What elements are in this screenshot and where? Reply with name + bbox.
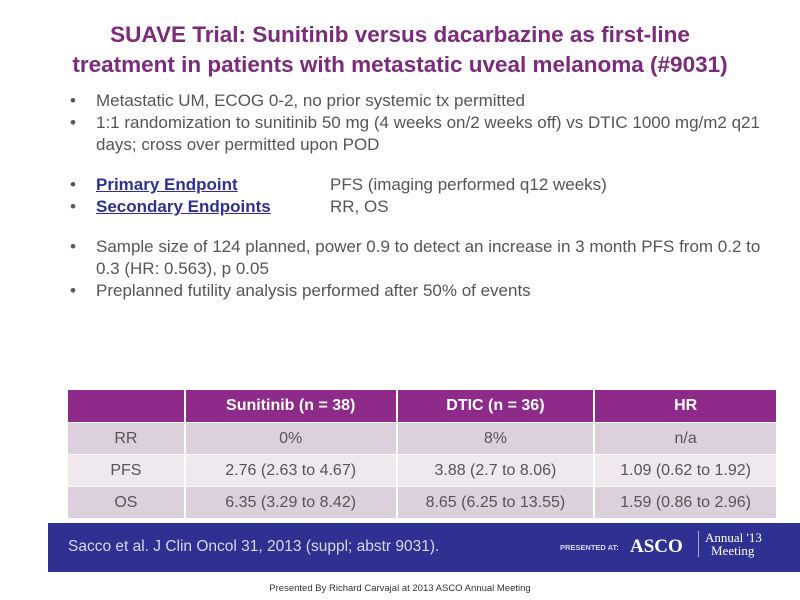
cell: 8.65 (6.25 to 13.55) [396, 486, 596, 518]
bullet-primary-endpoint: Primary Endpoint PFS (imaging performed q… [68, 174, 788, 196]
table-header: Sunitinib (n = 38) DTIC (n = 36) HR [68, 390, 778, 423]
bullet-secondary-endpoints: Secondary Endpoints RR, OS [68, 196, 788, 218]
header-cell: Sunitinib (n = 38) [184, 390, 398, 423]
bullet: Sample size of 124 planned, power 0.9 to… [68, 236, 788, 280]
cell: 1.09 (0.62 to 1.92) [594, 454, 778, 487]
slide-title: SUAVE Trial: Sunitinib versus dacarbazin… [0, 20, 800, 80]
cell: 2.76 (2.63 to 4.67) [184, 454, 398, 487]
bullet: 1:1 randomization to sunitinib 50 mg (4 … [68, 112, 788, 156]
bullet: Metastatic UM, ECOG 0-2, no prior system… [68, 90, 788, 112]
cell: OS [68, 486, 186, 518]
cell: 3.88 (2.7 to 8.06) [396, 454, 596, 487]
cell: n/a [594, 422, 778, 455]
cell: RR [68, 422, 186, 455]
endpoint-value: RR, OS [330, 197, 389, 216]
header-cell: DTIC (n = 36) [396, 390, 596, 423]
endpoint-label: Primary Endpoint [96, 175, 238, 194]
cell: 1.59 (0.86 to 2.96) [594, 486, 778, 518]
table-row: RR 0% 8% n/a [68, 422, 778, 455]
header-cell [68, 390, 186, 423]
table-row: OS 6.35 (3.29 to 8.42) 8.65 (6.25 to 13.55… [68, 486, 778, 518]
cell: 0% [184, 422, 398, 455]
title-line: treatment in patients with metastatic uv… [72, 52, 728, 77]
table-row: PFS 2.76 (2.63 to 4.67) 3.88 (2.7 to 8.06)… [68, 454, 778, 487]
bullet: Preplanned futility analysis performed a… [68, 280, 788, 302]
endpoint-value: PFS (imaging performed q12 weeks) [330, 175, 607, 194]
bottom-caption: Presented By Richard Carvajal at 2013 AS… [269, 583, 531, 594]
results-table: Sunitinib (n = 38) DTIC (n = 36) HR RR 0%… [68, 390, 778, 518]
bullet-list: Metastatic UM, ECOG 0-2, no prior system… [68, 90, 788, 302]
presented-at-label: PRESENTED AT: [560, 543, 619, 552]
endpoint-label: Secondary Endpoints [96, 197, 271, 216]
cell: 8% [396, 422, 596, 455]
citation: Sacco et al. J Clin Oncol 31, 2013 (supp… [68, 538, 440, 555]
header-cell: HR [594, 390, 778, 423]
asco-logo: ASCO [630, 536, 683, 557]
title-line: SUAVE Trial: Sunitinib versus dacarbazin… [110, 22, 690, 47]
annual-meeting-logo: Annual '13 Meeting [698, 531, 762, 557]
cell: PFS [68, 454, 186, 487]
footer-band: Sacco et al. J Clin Oncol 31, 2013 (supp… [48, 523, 800, 572]
cell: 6.35 (3.29 to 8.42) [184, 486, 398, 518]
